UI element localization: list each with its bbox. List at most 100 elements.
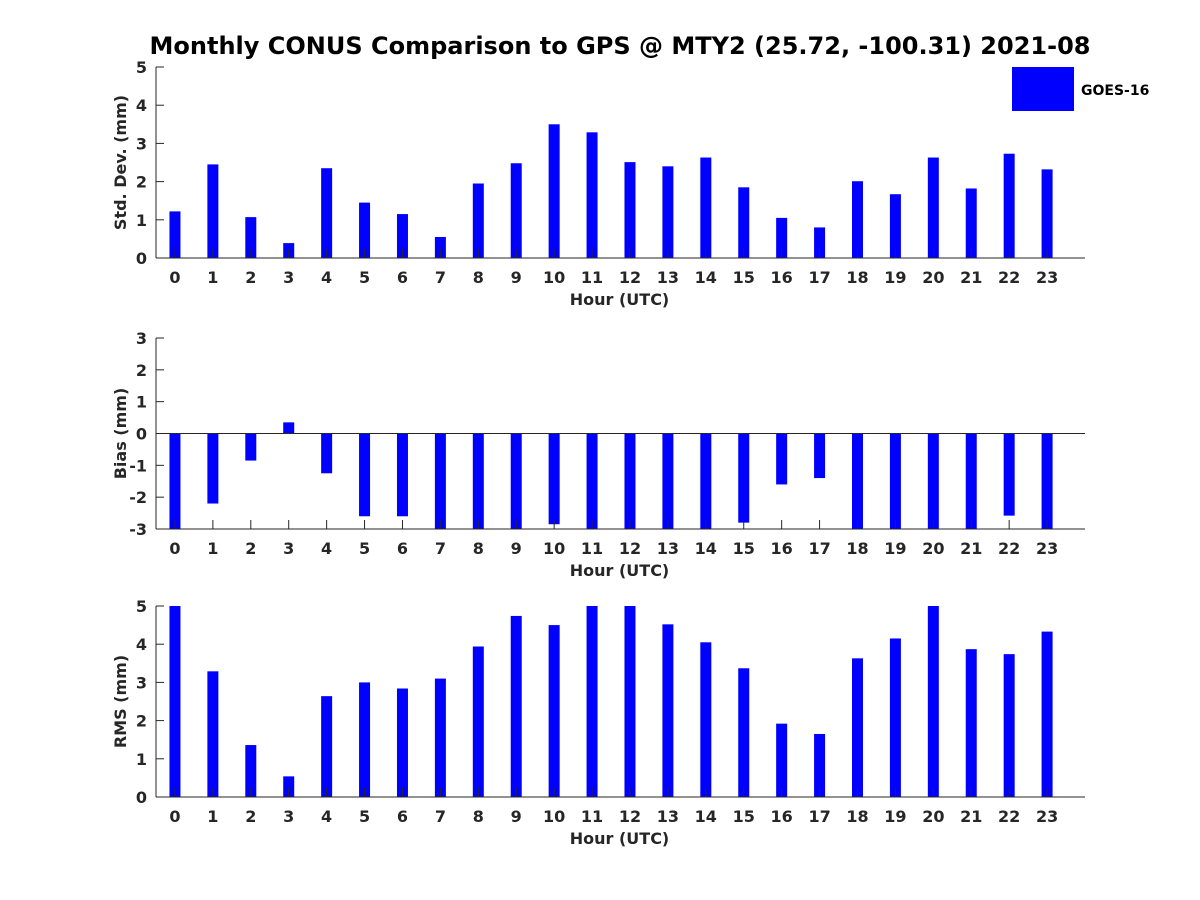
rms-x-tick-label: 6 <box>397 807 408 826</box>
std-dev-bar-hour-16 <box>776 217 788 258</box>
rms-y-tick-label: 5 <box>136 597 147 616</box>
bias-x-tick-label: 16 <box>771 539 793 558</box>
rms-bar-hour-12 <box>624 606 636 797</box>
legend-label-goes-16: GOES-16 <box>1081 83 1149 99</box>
rms-bar-hour-18 <box>851 658 863 797</box>
std-dev-bars <box>169 124 1053 258</box>
bias-x-tick-label: 19 <box>884 539 906 558</box>
bias-bar-hour-15 <box>738 433 750 523</box>
bias-x-tick-label: 6 <box>397 539 408 558</box>
rms-x-tick-label: 3 <box>283 807 294 826</box>
rms-bar-hour-16 <box>776 723 788 797</box>
bias-x-tick-label: 1 <box>207 539 218 558</box>
std-dev-y-axis-label: Std. Dev. (mm) <box>111 95 130 230</box>
std-dev-x-tick-label: 4 <box>321 268 332 287</box>
bias-x-tick-label: 9 <box>511 539 522 558</box>
bias-x-tick-label: 14 <box>695 539 717 558</box>
std-dev-bar-hour-12 <box>624 162 636 258</box>
std-dev-bar-hour-23 <box>1041 169 1053 258</box>
rms-bar-hour-21 <box>965 649 977 797</box>
rms-x-tick-label: 0 <box>169 807 180 826</box>
bias-x-tick-label: 5 <box>359 539 370 558</box>
rms-y-tick-label: 1 <box>136 750 147 769</box>
bias-bar-hour-2 <box>245 433 257 461</box>
bias-x-tick-label: 7 <box>435 539 446 558</box>
rms-y-tick-label: 3 <box>136 673 147 692</box>
std-dev-x-tick-label: 2 <box>245 268 256 287</box>
std-dev-x-tick-label: 7 <box>435 268 446 287</box>
rms-x-tick-label: 1 <box>207 807 218 826</box>
std-dev-x-tick-label: 16 <box>771 268 793 287</box>
rms-x-tick-label: 10 <box>543 807 565 826</box>
bias-bar-hour-10 <box>548 433 560 525</box>
rms-bar-hour-7 <box>434 678 446 797</box>
bias-x-tick-label: 0 <box>169 539 180 558</box>
bias-x-tick-label: 4 <box>321 539 332 558</box>
rms-x-tick-label: 5 <box>359 807 370 826</box>
bias-y-tick-label: -1 <box>129 456 147 475</box>
std-dev-bar-hour-15 <box>738 187 750 258</box>
rms-bar-hour-3 <box>283 776 295 797</box>
rms-x-tick-label: 15 <box>733 807 755 826</box>
bias-bar-hour-11 <box>586 433 598 529</box>
bias-y-tick-label: 2 <box>136 361 147 380</box>
bias-bar-hour-20 <box>927 433 939 529</box>
rms-x-tick-label: 18 <box>846 807 868 826</box>
rms-x-axis-label: Hour (UTC) <box>570 829 670 848</box>
bias-bar-hour-13 <box>662 433 674 529</box>
bias-bar-hour-5 <box>359 433 371 517</box>
bias-bar-hour-3 <box>283 422 295 434</box>
rms-bar-hour-11 <box>586 606 598 797</box>
rms-x-tick-label: 13 <box>657 807 679 826</box>
rms-bar-hour-23 <box>1041 631 1053 797</box>
std-dev-x-axis-label: Hour (UTC) <box>570 290 670 309</box>
rms-bar-hour-20 <box>927 606 939 797</box>
rms-bar-hour-22 <box>1003 654 1015 797</box>
std-dev-y-tick-label: 5 <box>136 58 147 77</box>
std-dev-y-tick-label: 0 <box>136 249 147 268</box>
bias-bar-hour-0 <box>169 433 181 529</box>
rms-y-tick-label: 2 <box>136 712 147 731</box>
bias-bar-hour-19 <box>889 433 901 529</box>
bias-bar-hour-9 <box>510 433 522 529</box>
bias-bar-hour-8 <box>472 433 484 529</box>
std-dev-bar-hour-13 <box>662 166 674 258</box>
rms-x-tick-label: 20 <box>922 807 944 826</box>
rms-bar-hour-17 <box>814 733 826 797</box>
rms-bar-hour-4 <box>321 696 333 797</box>
std-dev-bar-hour-10 <box>548 124 560 258</box>
std-dev-x-tick-label: 19 <box>884 268 906 287</box>
std-dev-bar-hour-18 <box>851 181 863 258</box>
std-dev-x-tick-label: 18 <box>846 268 868 287</box>
bias-x-tick-label: 11 <box>581 539 603 558</box>
rms-bar-hour-5 <box>359 682 371 797</box>
rms-bar-hour-8 <box>472 646 484 797</box>
std-dev-x-tick-label: 23 <box>1036 268 1058 287</box>
rms-x-tick-label: 21 <box>960 807 982 826</box>
std-dev-bar-hour-14 <box>700 157 712 258</box>
std-dev-bar-hour-8 <box>472 183 484 258</box>
rms-bar-hour-9 <box>510 615 522 797</box>
std-dev-x-tick-label: 13 <box>657 268 679 287</box>
bias-x-tick-label: 2 <box>245 539 256 558</box>
std-dev-bar-hour-6 <box>396 214 408 258</box>
bias-y-tick-label: 3 <box>136 329 147 348</box>
rms-y-tick-label: 4 <box>136 635 147 654</box>
rms-x-tick-label: 19 <box>884 807 906 826</box>
bias-bar-hour-6 <box>396 433 408 517</box>
bias-bar-hour-12 <box>624 433 636 529</box>
bias-bar-hour-17 <box>814 433 826 479</box>
bias-x-axis-label: Hour (UTC) <box>570 561 670 580</box>
std-dev-y-tick-label: 3 <box>136 134 147 153</box>
std-dev-x-tick-label: 3 <box>283 268 294 287</box>
rms-x-tick-label: 7 <box>435 807 446 826</box>
rms-bar-hour-19 <box>889 638 901 797</box>
std-dev-y-tick-label: 4 <box>136 96 147 115</box>
bias-bar-hour-4 <box>321 433 333 474</box>
rms-x-tick-label: 14 <box>695 807 717 826</box>
rms-x-tick-label: 22 <box>998 807 1020 826</box>
rms-bar-hour-13 <box>662 624 674 797</box>
